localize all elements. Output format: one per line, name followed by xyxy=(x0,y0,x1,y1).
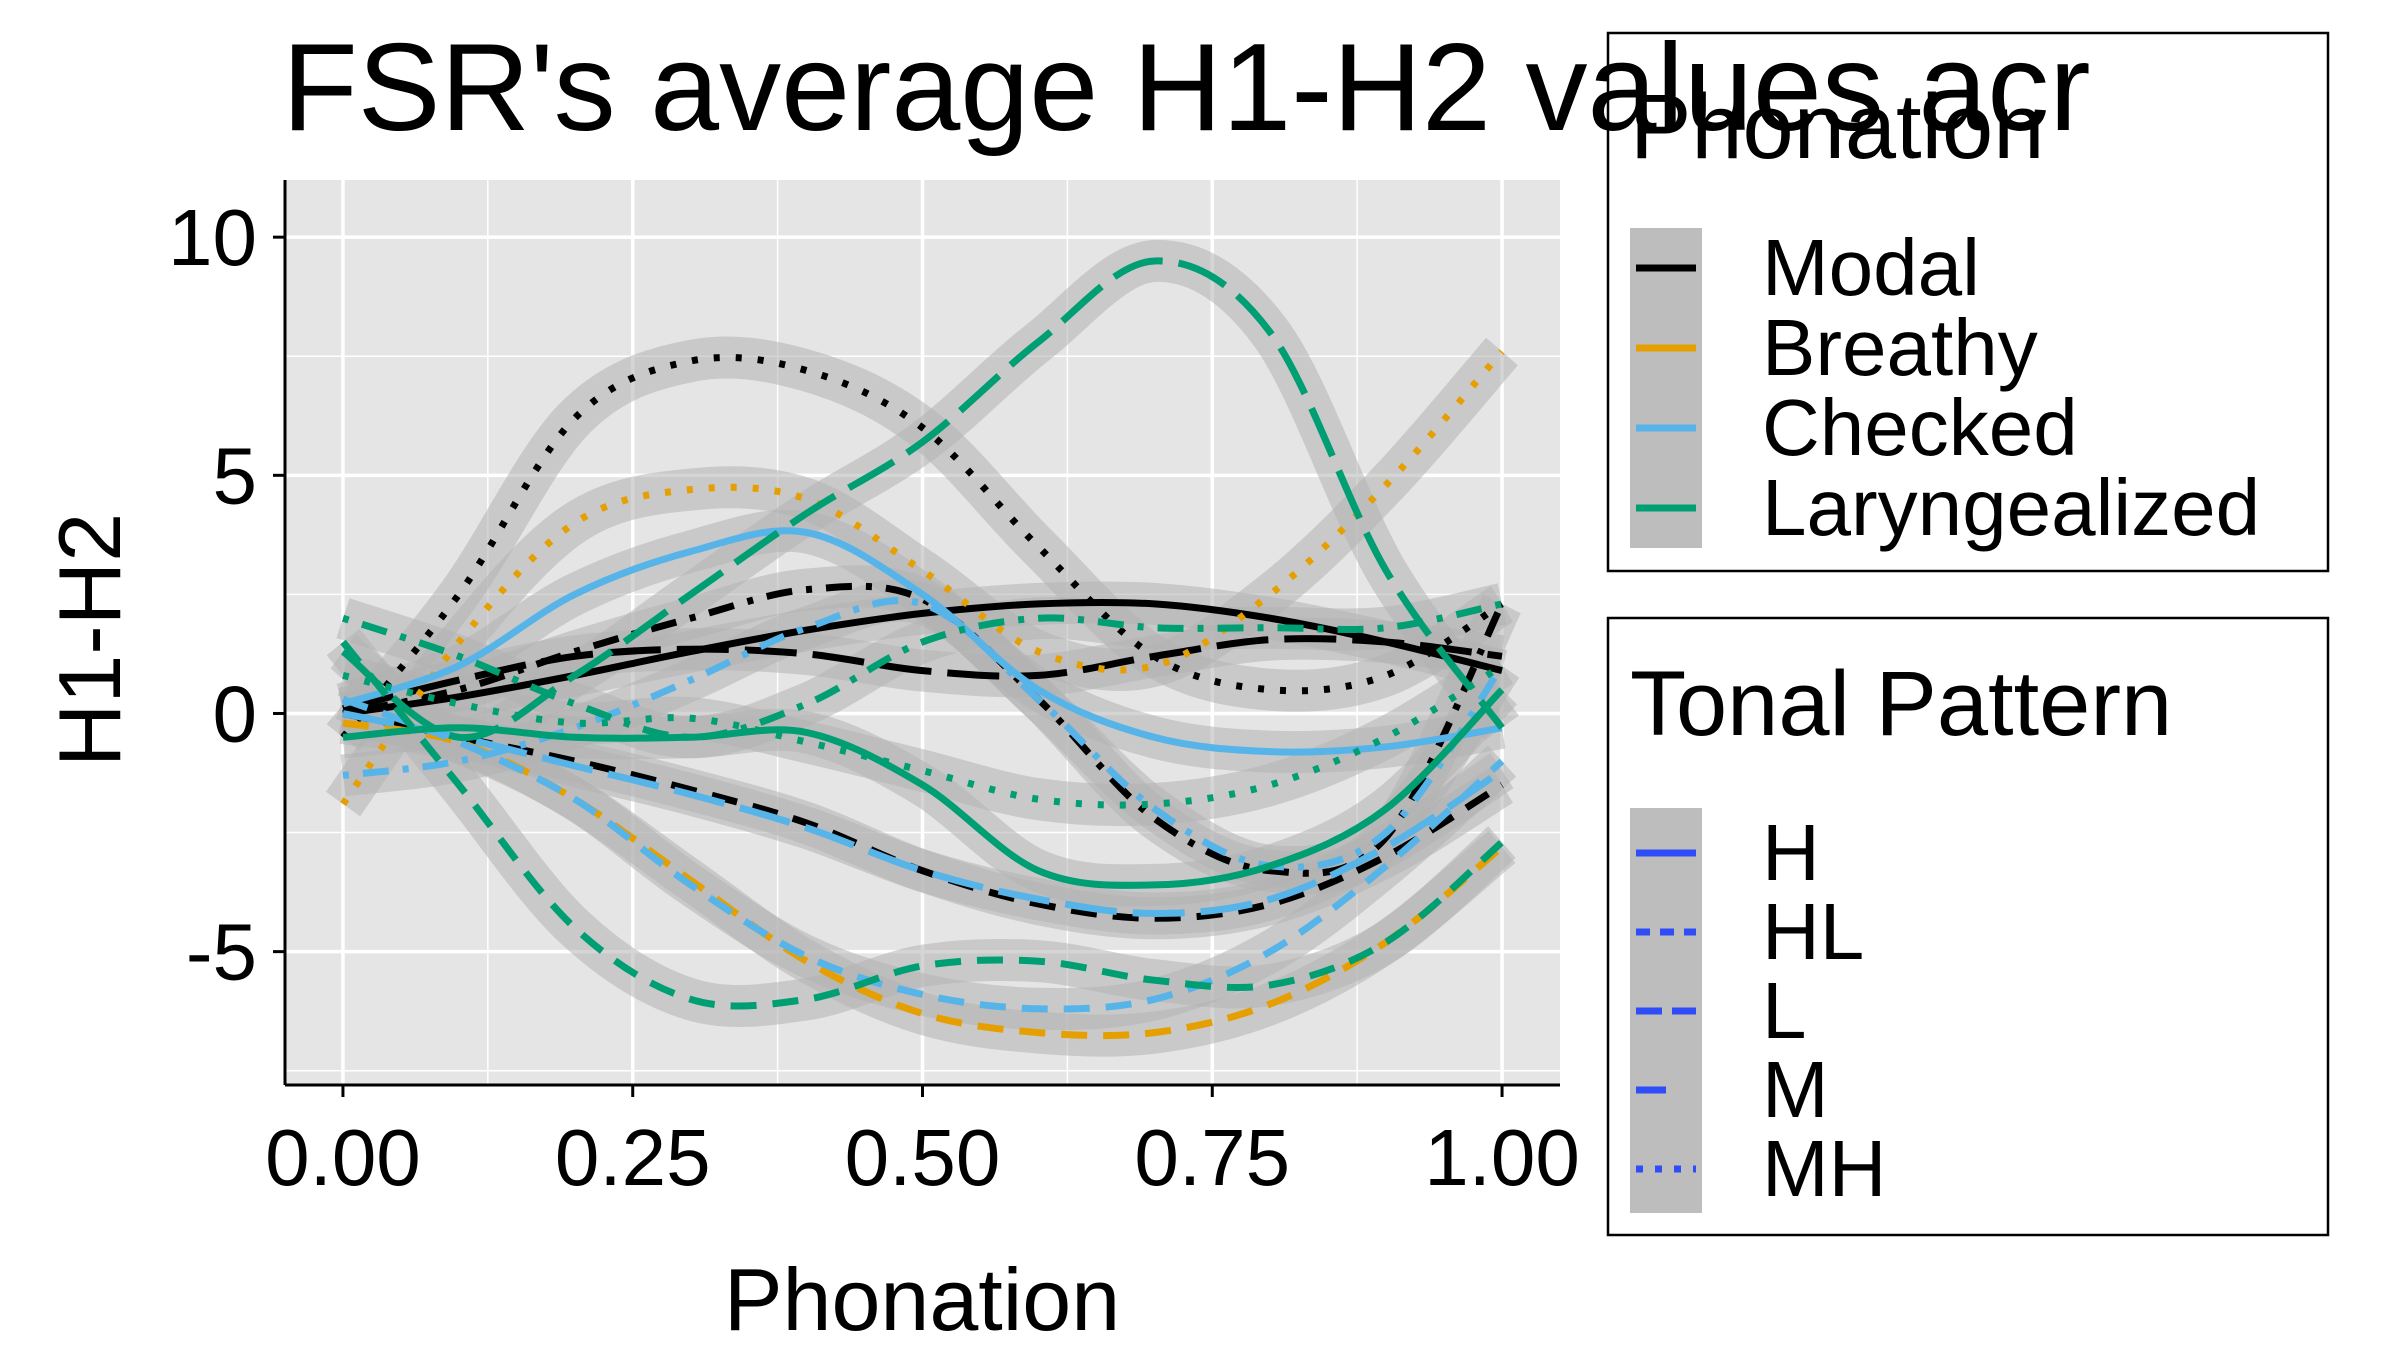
series-line-laryngealized-h xyxy=(342,687,1505,889)
series-line-checked-m xyxy=(342,597,1505,871)
x-tick-label: 0.00 xyxy=(265,1113,421,1202)
series-line-laryngealized-m xyxy=(341,600,1503,741)
legend-label-m: M xyxy=(1762,1045,1829,1134)
series-line-modal-m xyxy=(342,582,1506,877)
chart-title: FSR's average H1-H2 values acr xyxy=(282,19,2091,157)
legend-label-checked: Checked xyxy=(1762,383,2078,472)
legend-phonation-box xyxy=(1606,31,2330,573)
x-tick-label: 1.00 xyxy=(1424,1113,1580,1202)
x-tick-label: 0.25 xyxy=(555,1113,711,1202)
x-axis-label: Phonation xyxy=(724,1250,1120,1349)
series-lines xyxy=(340,257,1506,1040)
series-line-checked-h xyxy=(341,527,1503,756)
series-line-modal-hl xyxy=(342,710,1504,922)
legend-label-modal: Modal xyxy=(1762,223,1980,312)
series-line-modal-l xyxy=(342,635,1503,713)
legend-label-hl: HL xyxy=(1762,887,1864,976)
series-line-checked-hl xyxy=(341,695,1505,1013)
y-tick-label: 0 xyxy=(213,669,258,758)
legend-phonation-title: Phonation xyxy=(1630,76,2044,178)
x-tick-label: 0.50 xyxy=(845,1113,1001,1202)
legend-label-l: L xyxy=(1762,966,1807,1055)
series-line-laryngealized-hl xyxy=(340,639,1505,1010)
legend-tone-title: Tonal Pattern xyxy=(1630,653,2172,755)
y-axis-label: H1-H2 xyxy=(40,513,139,767)
legend-label-laryngealized: Laryngealized xyxy=(1762,463,2260,552)
series-line-checked-l xyxy=(342,710,1504,917)
y-tick-label: -5 xyxy=(186,908,257,997)
legend-tone-box xyxy=(1606,616,2330,1237)
series-line-modal-mh xyxy=(340,354,1504,740)
y-tick-label: 10 xyxy=(168,193,257,282)
series-line-laryngealized-mh xyxy=(342,662,1504,809)
y-tick-label: 5 xyxy=(213,431,258,520)
legend-label-h: H xyxy=(1762,808,1820,897)
legend-phonation-key-bg xyxy=(1630,228,1702,548)
x-tick-label: 0.75 xyxy=(1134,1113,1290,1202)
series-line-modal-h xyxy=(342,598,1503,717)
legend-label-breathy: Breathy xyxy=(1762,303,2038,392)
axis-ticks: 0.00 0.25 0.50 0.75 1.00 -5 0 5 10 xyxy=(168,193,1580,1202)
legend-label-mh: MH xyxy=(1762,1124,1886,1213)
